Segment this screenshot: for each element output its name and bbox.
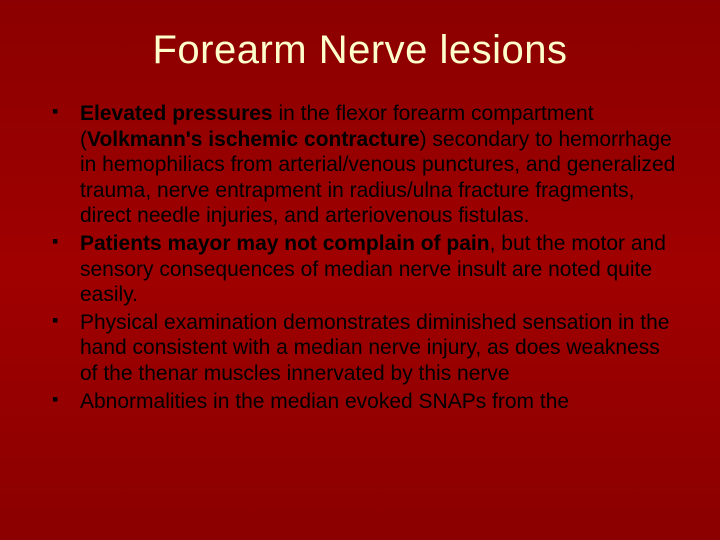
bullet-item: Physical examination demonstrates dimini… bbox=[52, 310, 680, 387]
body-text: Abnormalities in the median evoked SNAPs… bbox=[80, 390, 569, 413]
bold-text: Patients mayor may not complain of pain bbox=[80, 232, 490, 255]
slide-container: Forearm Nerve lesions Elevated pressures… bbox=[0, 0, 720, 540]
bold-text: Volkmann's ischemic contracture bbox=[87, 128, 420, 151]
bullet-item: Abnormalities in the median evoked SNAPs… bbox=[52, 389, 680, 415]
slide-title: Forearm Nerve lesions bbox=[40, 28, 680, 73]
bullet-item: Elevated pressures in the flexor forearm… bbox=[52, 101, 680, 229]
body-text: Physical examination demonstrates dimini… bbox=[80, 311, 670, 385]
bullet-list: Elevated pressures in the flexor forearm… bbox=[40, 101, 680, 414]
bullet-item: Patients mayor may not complain of pain,… bbox=[52, 231, 680, 308]
bold-text: Elevated pressures bbox=[80, 102, 273, 125]
